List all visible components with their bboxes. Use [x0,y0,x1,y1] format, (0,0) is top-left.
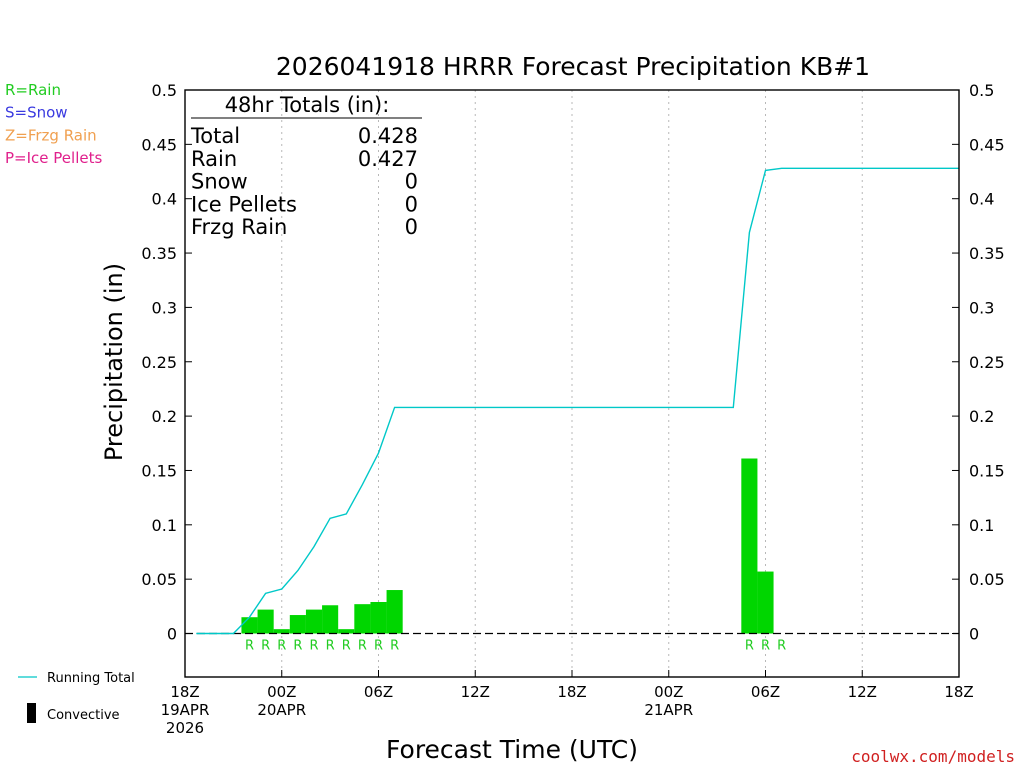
y-tick-label-right: 0.05 [969,570,1005,589]
ptype-label: R [309,639,318,654]
y-tick-label-right: 0.45 [969,135,1005,154]
credit-text: coolwx.com/models [851,747,1015,766]
x-tick-label: 12Z [461,683,490,701]
ptype-label: R [293,639,302,654]
x-tick-label: 00Z [654,683,683,701]
x-tick-label: 12Z [848,683,877,701]
ptype-label: R [761,639,770,654]
totals-row-label: Rain [191,147,237,171]
ptype-label: R [777,639,786,654]
totals-row-value: 0 [405,170,418,194]
y-tick-label-left: 0.1 [152,516,177,535]
y-tick-label-left: 0.45 [141,135,177,154]
precip-bar [322,605,339,634]
precip-bar [741,458,758,634]
precip-bar [354,604,371,634]
bottom-legend: Running Total Convective [18,671,135,723]
precip-bar [257,609,274,634]
x-tick-label: 18Z [170,683,199,701]
precip-bar [289,615,306,634]
ptype-label: R [277,639,286,654]
x-tick-label: 18Z [944,683,973,701]
x-axis-label: Forecast Time (UTC) [386,735,638,764]
y-tick-label-left: 0.25 [141,353,177,372]
ptype-label: R [374,639,383,654]
totals-box: 48hr Totals (in): Total 0.428 Rain 0.427 Snow… [190,93,422,239]
convective-legend-label: Convective [47,708,120,723]
ptype-label: R [326,639,335,654]
axes: 0 00.05 0.050.1 0.10.15 0.150.2 0.20.25 0.250.… [141,81,1004,737]
totals-row-value: 0 [405,215,418,239]
x-tick-label: 21APR [644,701,693,719]
y-tick-label-right: 0.5 [969,81,994,100]
precip-bar [370,601,387,634]
totals-row-label: Ice Pellets [191,192,297,216]
y-tick-label-left: 0.05 [141,570,177,589]
y-tick-label-right: 0.4 [969,190,994,209]
convective-legend-swatch [27,703,36,723]
precip-bar [338,629,355,634]
y-tick-label-left: 0.35 [141,244,177,263]
totals-row-label: Total [190,124,240,148]
ptype-legend-item: S=Snow [5,104,68,122]
ptype-legend-item: P=Ice Pellets [5,149,102,167]
precip-bar [757,571,774,634]
running-total-legend-label: Running Total [47,671,135,686]
y-tick-label-left: 0 [167,625,177,644]
x-tick-label: 2026 [166,719,204,737]
y-tick-label-right: 0.15 [969,461,1005,480]
y-tick-label-right: 0.25 [969,353,1005,372]
ptype-label: R [358,639,367,654]
totals-row-value: 0 [405,192,418,216]
x-tick-label: 00Z [267,683,296,701]
y-tick-label-right: 0.35 [969,244,1005,263]
ptype-label: R [342,639,351,654]
x-tick-label: 06Z [364,683,393,701]
x-tick-label: 18Z [557,683,586,701]
totals-row-value: 0.427 [358,147,418,171]
y-axis-label: Precipitation (in) [100,263,128,461]
precip-bar [305,609,323,634]
ptype-legend-item: R=Rain [5,81,61,99]
y-tick-label-left: 0.2 [152,407,177,426]
totals-row-value: 0.428 [358,124,418,148]
totals-row-label: Frzg Rain [191,215,287,239]
precip-bar [241,617,258,634]
ptype-legend: R=Rain S=Snow Z=Frzg Rain P=Ice Pellets [5,81,102,167]
precip-bar [386,590,403,634]
chart-title: 2026041918 HRRR Forecast Precipitation K… [276,52,870,81]
totals-row-label: Snow [191,170,248,194]
y-tick-label-right: 0.3 [969,298,994,317]
x-tick-label: 19APR [161,701,210,719]
x-tick-label: 06Z [751,683,780,701]
ptype-legend-item: Z=Frzg Rain [5,126,97,144]
x-tick-label: 20APR [257,701,306,719]
y-tick-label-right: 0.2 [969,407,994,426]
y-tick-label-left: 0.4 [152,190,177,209]
y-tick-label-right: 0.1 [969,516,994,535]
running-total-line [196,167,959,635]
gridlines [281,90,863,677]
y-tick-label-left: 0.15 [141,461,177,480]
y-tick-label-right: 0 [969,625,979,644]
running-total-line-group [196,167,959,635]
ptype-label: R [745,639,754,654]
y-tick-label-left: 0.3 [152,298,177,317]
ptype-label: R [390,639,399,654]
precip-bar [273,629,290,634]
totals-heading: 48hr Totals (in): [225,93,390,117]
ptype-label: R [261,639,270,654]
ptype-label: R [245,639,254,654]
y-tick-label-left: 0.5 [152,81,177,100]
